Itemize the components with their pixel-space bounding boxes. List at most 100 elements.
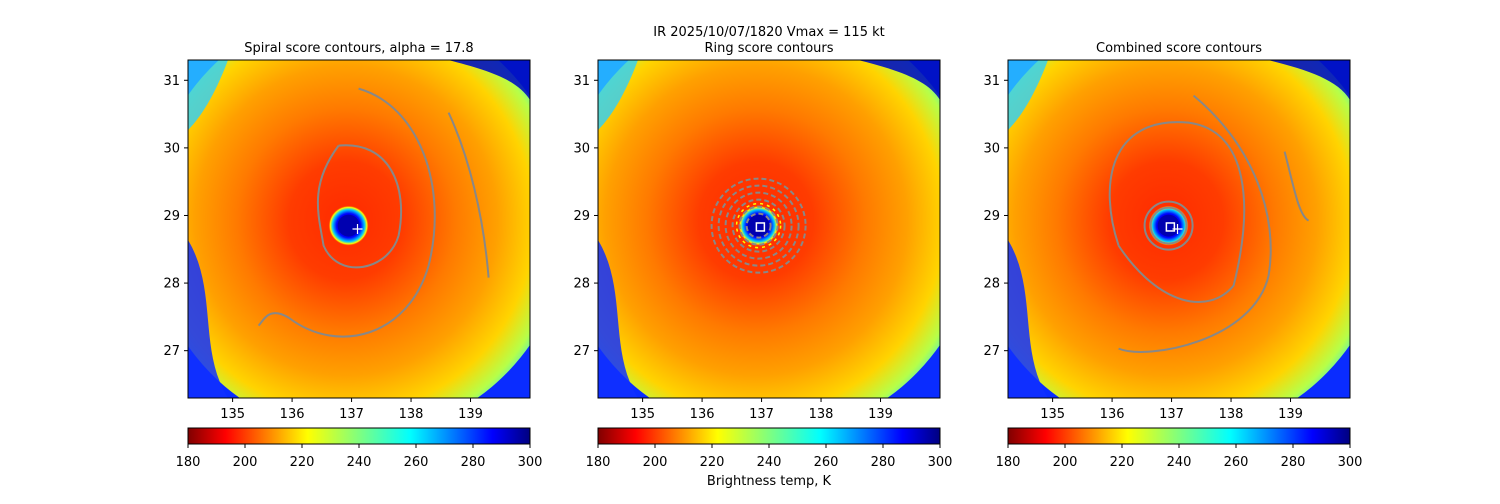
y-tick-label: 29 (163, 209, 180, 224)
x-tick-label: 138 (399, 407, 424, 422)
colorbar (597, 427, 941, 445)
x-tick-label: 135 (1040, 407, 1065, 422)
x-tick-label: 136 (690, 407, 715, 422)
outer-band-ne (1268, 60, 1350, 100)
colorbar-tick-label: 300 (1338, 455, 1363, 470)
x-tick-label: 138 (809, 407, 834, 422)
y-tick-label: 28 (573, 277, 590, 292)
spiral-contour-arm (447, 112, 490, 278)
x-tick-label: 137 (749, 407, 774, 422)
colorbar-tick-label: 180 (996, 455, 1021, 470)
y-tick-label: 31 (983, 74, 1000, 89)
colorbar-tick-label: 240 (1167, 455, 1192, 470)
combined-contour-inner (1108, 121, 1246, 303)
y-tick-label: 31 (163, 74, 180, 89)
spiral-contour-outer (257, 87, 436, 338)
x-tick-label: 139 (1278, 407, 1303, 422)
y-tick-label: 30 (573, 141, 590, 156)
combined-contour-outer (1118, 94, 1272, 353)
center-square-marker (755, 222, 766, 232)
colorbar (187, 427, 531, 445)
contours (710, 177, 807, 274)
panel-1: Spiral score contours, alpha = 17.8 135 13… (163, 41, 543, 470)
y-tick-label: 30 (163, 141, 180, 156)
colorbar-tick-label: 280 (871, 455, 896, 470)
panel-title: Combined score contours (1096, 41, 1262, 56)
colorbar-tick-label: 300 (928, 455, 953, 470)
colorbar-tick-label: 260 (814, 455, 839, 470)
ring-contour (717, 184, 800, 267)
colorbar-tick-label: 200 (643, 455, 668, 470)
y-tick-label: 27 (983, 344, 1000, 359)
ring-contour (745, 212, 772, 239)
outer-band-ne (448, 60, 530, 100)
ring-contour-highlight (735, 202, 782, 249)
outer-band-sw (188, 240, 228, 398)
colorbar-tick-label: 200 (233, 455, 258, 470)
y-tick-label: 29 (573, 209, 590, 224)
y-tick-label: 29 (983, 209, 1000, 224)
colorbar-tick-label: 220 (1110, 455, 1135, 470)
outer-band-sw (598, 240, 638, 398)
combined-contour-eye (1149, 206, 1188, 245)
ir-image (598, 60, 940, 398)
outer-band-nw (1008, 60, 1048, 130)
ring-contour (724, 191, 793, 260)
x-tick-label: 137 (339, 407, 364, 422)
y-tick-label: 30 (983, 141, 1000, 156)
figure-suptitle: IR 2025/10/07/1820 Vmax = 115 kt (653, 25, 884, 40)
colorbar-tick-label: 280 (461, 455, 486, 470)
x-tick-label: 139 (458, 407, 483, 422)
panel-3: Combined score contours 135 136 137 138 139 31… (983, 41, 1363, 470)
colorbar-tick-label: 300 (518, 455, 543, 470)
spiral-contour-inner (316, 144, 403, 269)
colorbar-label: Brightness temp, K (707, 474, 832, 489)
ir-image (188, 60, 530, 398)
panel-title: Spiral score contours, alpha = 17.8 (244, 41, 473, 56)
colorbar-tick-label: 220 (700, 455, 725, 470)
axes-frame (187, 59, 531, 399)
panel-2: Ring score contours 135 136 137 138 139 31 30 29… (573, 41, 953, 470)
axes-frame (597, 59, 941, 399)
x-tick-label: 137 (1159, 407, 1184, 422)
ring-contour (710, 177, 807, 274)
outer-band-nw (598, 60, 638, 130)
colorbar-tick-label: 220 (290, 455, 315, 470)
colorbar-tick-label: 240 (347, 455, 372, 470)
x-tick-label: 139 (868, 407, 893, 422)
axes-frame (1007, 59, 1351, 399)
center-square-marker (1165, 222, 1176, 232)
combined-contour-eye-outer (1143, 200, 1194, 251)
colorbar-tick-label: 240 (757, 455, 782, 470)
center-plus-marker (352, 224, 363, 234)
colorbar-tick-label: 180 (176, 455, 201, 470)
ring-contour (738, 205, 779, 246)
combined-contour-arm (1283, 151, 1310, 222)
panel-title: Ring score contours (704, 41, 833, 56)
y-tick-label: 31 (573, 74, 590, 89)
y-tick-label: 28 (163, 277, 180, 292)
outer-band-ne (858, 60, 940, 100)
colorbar-tick-label: 280 (1281, 455, 1306, 470)
y-tick-label: 28 (983, 277, 1000, 292)
x-tick-label: 135 (630, 407, 655, 422)
ring-contour (731, 198, 786, 253)
colorbar (1007, 427, 1351, 445)
contours (1108, 94, 1310, 353)
x-tick-label: 136 (1100, 407, 1125, 422)
x-tick-label: 135 (220, 407, 245, 422)
colorbar-tick-label: 260 (404, 455, 429, 470)
ir-image (1008, 60, 1350, 398)
contours (257, 87, 490, 338)
x-tick-label: 136 (280, 407, 305, 422)
center-plus-marker (1172, 224, 1183, 234)
x-tick-label: 138 (1219, 407, 1244, 422)
outer-band-sw (1008, 240, 1048, 398)
eye-core (337, 214, 360, 237)
y-tick-label: 27 (573, 344, 590, 359)
y-tick-label: 27 (163, 344, 180, 359)
outer-band-nw (188, 60, 228, 130)
colorbar-tick-label: 200 (1053, 455, 1078, 470)
eye-core (747, 214, 770, 237)
